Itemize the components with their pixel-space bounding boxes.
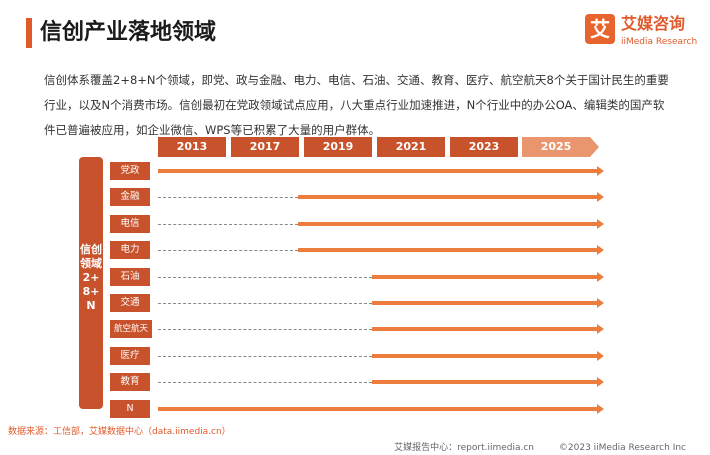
sector-label: 交通: [110, 294, 150, 312]
iimedia-logo: 艾 艾媒咨询 iiMedia Research: [585, 14, 700, 58]
pending-period-line: [158, 382, 372, 383]
arrow-head-icon: [597, 404, 604, 414]
year-header-2021: 2021: [377, 137, 445, 157]
footer-info: 艾媒报告中心：report.iimedia.cn ©2023 iiMedia R…: [372, 440, 686, 453]
pending-period-line: [158, 224, 298, 225]
sector-label: 教育: [110, 373, 150, 391]
arrow-head-icon: [597, 219, 604, 229]
adoption-bar: [298, 195, 597, 199]
year-header-2025: 2025: [522, 137, 590, 157]
sector-label: 党政: [110, 162, 150, 180]
sector-group-text: 信创领域2+8+N: [80, 243, 102, 312]
adoption-bar: [372, 275, 597, 279]
adoption-bar: [298, 248, 597, 252]
sector-label: 医疗: [110, 347, 150, 365]
pending-period-line: [158, 277, 372, 278]
adoption-bar: [372, 327, 597, 331]
arrow-head-icon: [597, 351, 604, 361]
arrow-head-icon: [597, 166, 604, 176]
arrow-head-icon: [597, 192, 604, 202]
year-header-arrow: [590, 137, 599, 157]
logo-name-cn: 艾媒咨询: [621, 14, 686, 33]
pending-period-line: [158, 197, 298, 198]
arrow-head-icon: [597, 298, 604, 308]
intro-paragraph: 信创体系覆盖2+8+N个领域，即党、政与金融、电力、电信、石油、交通、教育、医疗…: [44, 73, 669, 137]
year-header-2017: 2017: [231, 137, 299, 157]
year-header-2019: 2019: [304, 137, 372, 157]
adoption-bar: [158, 407, 597, 411]
adoption-bar: [372, 354, 597, 358]
arrow-head-icon: [597, 245, 604, 255]
logo-mark: 艾: [585, 14, 615, 44]
adoption-bar: [298, 222, 597, 226]
year-header-2023: 2023: [450, 137, 518, 157]
sector-label: N: [110, 400, 150, 418]
page-title: 信创产业落地领域: [40, 20, 217, 45]
sector-label: 电信: [110, 215, 150, 233]
data-source: 数据来源：工信部，艾媒数据中心（data.iimedia.cn）: [8, 427, 231, 437]
adoption-bar: [372, 301, 597, 305]
logo-name-en: iiMedia Research: [621, 37, 698, 47]
sector-label: 电力: [110, 241, 150, 259]
copyright-text: ©2023 iiMedia Research Inc: [558, 443, 686, 453]
sector-label: 石油: [110, 268, 150, 286]
sector-group-label: 信创领域2+8+N: [79, 157, 103, 409]
arrow-head-icon: [597, 377, 604, 387]
pending-period-line: [158, 329, 372, 330]
year-header-2013: 2013: [158, 137, 226, 157]
arrow-head-icon: [597, 324, 604, 334]
pending-period-line: [158, 250, 298, 251]
pending-period-line: [158, 303, 372, 304]
report-center-text: 艾媒报告中心：report.iimedia.cn: [394, 443, 535, 453]
sector-label: 金融: [110, 188, 150, 206]
adoption-bar: [372, 380, 597, 384]
arrow-head-icon: [597, 272, 604, 282]
title-accent-bar: [26, 18, 32, 48]
pending-period-line: [158, 356, 372, 357]
sector-label: 航空航天: [110, 320, 152, 338]
adoption-bar: [158, 169, 597, 173]
